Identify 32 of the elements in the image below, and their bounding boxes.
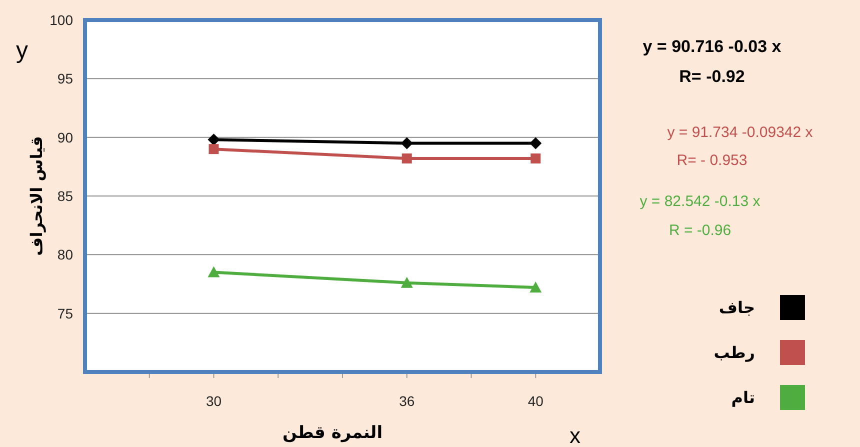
text: R= - 0.953 — [676, 152, 748, 169]
y-tick-label: 90 — [57, 129, 74, 146]
text: x — [570, 423, 580, 447]
x-tick-label: 40 — [528, 393, 544, 409]
point — [530, 153, 541, 164]
point — [402, 153, 412, 164]
y-tick-label: 75 — [57, 305, 74, 322]
y-axis-title: قياس الانحراف — [27, 136, 46, 256]
text: y = 90.716 -0.03 x — [642, 37, 782, 56]
point — [400, 276, 413, 288]
legend-label: تام — [731, 388, 755, 407]
y-tick-label: 100 — [50, 12, 74, 28]
y-tick-label: 95 — [57, 70, 74, 87]
point — [530, 137, 542, 150]
text: R = -0.96 — [668, 222, 732, 239]
text: y = 91.734 -0.09342 x — [667, 124, 814, 141]
point — [208, 266, 220, 278]
point — [400, 137, 413, 150]
legend-label: رطب — [714, 343, 755, 362]
point — [530, 282, 542, 293]
legend: جاف رطب تام — [714, 295, 805, 410]
y-tick-label: 80 — [57, 246, 74, 263]
y-tick-label: 85 — [57, 188, 74, 204]
x-tick-label: 36 — [399, 393, 415, 409]
text: y = 82.542 -0.13 x — [640, 193, 761, 210]
point — [208, 144, 219, 154]
legend-label: جاف — [718, 298, 755, 317]
text: y — [16, 37, 28, 64]
point — [208, 134, 220, 146]
x-axis-title: النمرة قطن — [282, 423, 383, 443]
x-tick-label: 30 — [206, 393, 222, 409]
text: R= -0.92 — [679, 67, 745, 86]
